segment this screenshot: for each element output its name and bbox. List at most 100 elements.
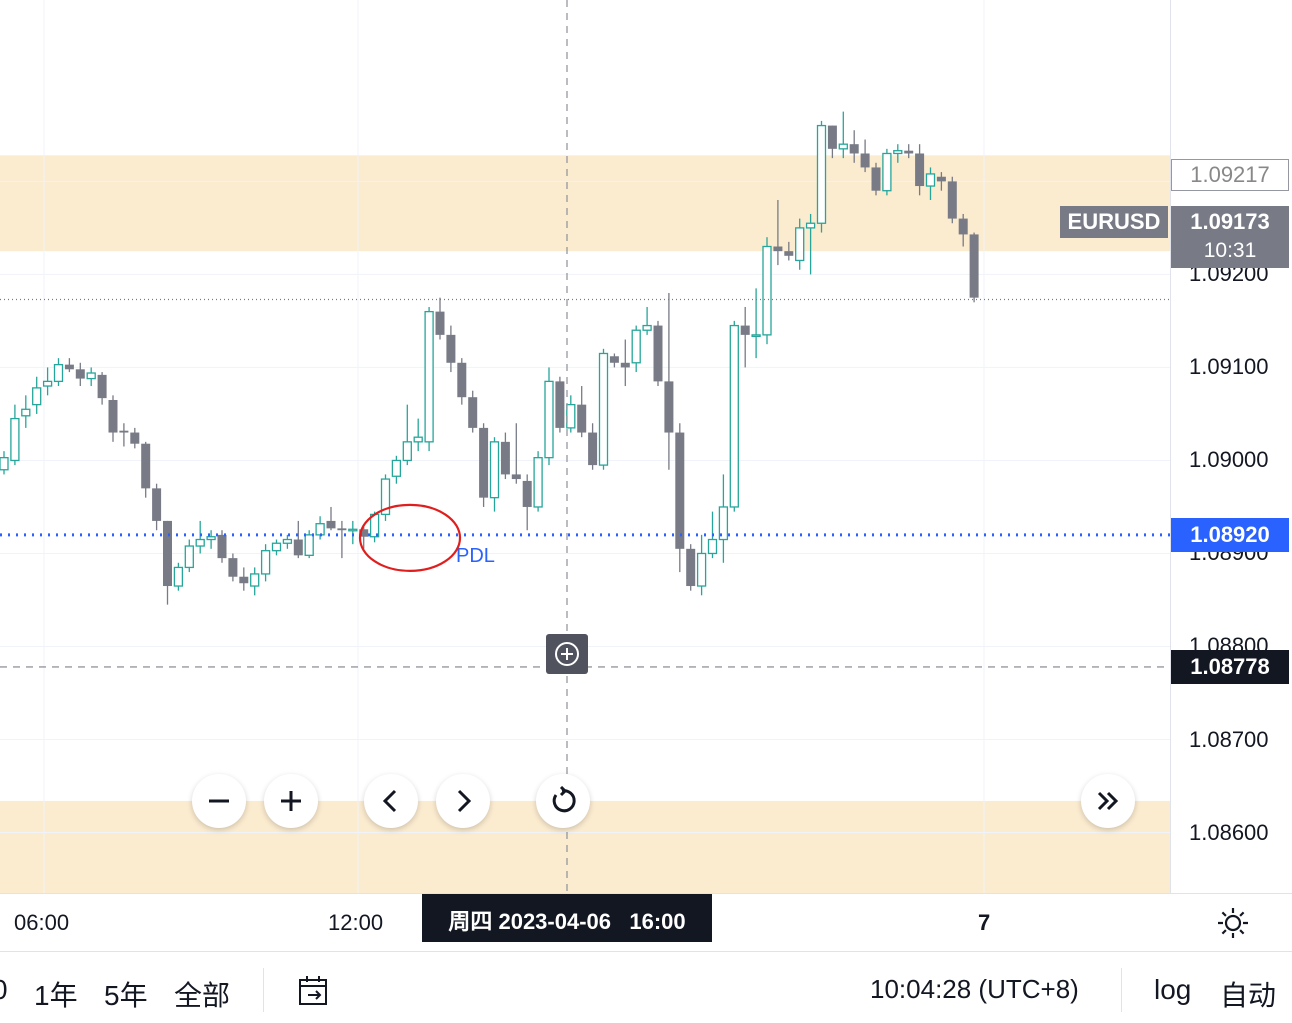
candle-body-up [642,324,652,331]
candle-body-down [664,381,674,433]
upper-price-tag: 1.09217 [1171,159,1289,191]
candle-body-down [337,528,347,531]
candle-body-up [0,457,9,471]
plus-icon [281,791,301,811]
reset-chart-button[interactable] [536,774,590,828]
bar-countdown: 10:31 [1203,239,1257,262]
candle-body-down [609,356,619,363]
time-axis[interactable]: 06:00 12:00 7 周四 2023-04-06 16:00 [0,893,1292,952]
price-tick-label: 1.09000 [1189,447,1269,473]
candle-body-up [413,436,423,443]
candle-body-up [304,534,314,556]
gear-icon [1218,908,1248,938]
candle-body-up [195,538,205,547]
candle-body-down [152,488,162,521]
divider [263,968,264,1012]
candle-body-up [566,403,576,429]
candle-body-down [141,443,151,489]
zoom-out-button[interactable] [192,774,246,828]
candle-body-down [555,381,565,428]
price-tick-label: 1.09200 [1189,261,1269,287]
annotation-circle [358,503,462,572]
candle-body-up [838,143,848,150]
log-scale-toggle[interactable]: log [1154,974,1192,1005]
candle-body-down [468,397,478,428]
chevron-left-icon [382,789,397,813]
reset-icon [552,786,576,813]
price-tick-label: 1.09100 [1189,354,1269,380]
candle-body-up [21,408,31,417]
crosshair-add-button[interactable] [546,634,588,674]
candle-body-down [947,181,957,219]
candle-body-down [675,432,685,549]
range-button-1y[interactable]: 1年 [34,980,78,1011]
time-tick-1200: 12:00 [328,910,384,935]
candle-body-down [827,125,837,149]
range-button-5y[interactable]: 5年 [104,980,148,1011]
candle-body-down [773,246,783,252]
candle-body-down [97,374,107,399]
candle-body-up [751,334,761,338]
candle-body-down [75,369,85,379]
pdl-price-tag: 1.08920 [1171,517,1289,552]
add-circle-icon [555,642,579,666]
candle-body-up [762,245,772,336]
pdl-label: PDL [456,545,495,567]
candle-body-up [380,478,391,516]
candle-body-down [293,539,303,556]
candle-body-up [925,173,936,187]
candle-body-up [391,459,402,477]
candle-body-up [282,538,293,544]
candle-body-down [871,167,881,191]
price-axis[interactable]: 1.093001.092001.091001.090001.089001.088… [1170,0,1292,893]
zoom-in-button[interactable] [264,774,318,828]
candle-body-up [315,523,325,536]
candle-body-down [915,153,925,187]
settings-button[interactable] [1216,906,1250,940]
candle-body-up [42,380,53,387]
candle-body-down [435,311,445,335]
candle-body-up [424,310,434,443]
candle-body-up [402,441,412,462]
clock-timezone[interactable]: 10:04:28 (UTC+8) [870,974,1079,1004]
time-tick-0600: 06:00 [14,910,70,935]
chart-pane[interactable]: PDL [0,0,1170,893]
candle-body-down [108,399,118,433]
candle-body-down [511,474,521,480]
candle-body-up [598,352,609,466]
auto-scale-toggle[interactable]: 自动 [1220,980,1277,1011]
candle-body-up [86,372,96,380]
candle-body-down [446,334,456,363]
candle-body-up [348,528,358,532]
crosshair-price-tag: 1.08778 [1171,649,1289,684]
candle-body-up [816,124,827,224]
candle-body-up [260,550,271,575]
price-tick-label: 1.08700 [1189,726,1269,752]
candle-body-up [882,152,892,192]
range-button-partial[interactable]: 0 [0,974,8,1006]
candle-body-up [893,150,903,155]
candle-body-down [359,529,369,537]
scroll-left-button[interactable] [364,774,418,828]
candle-body-up [173,566,184,587]
candle-body-up [32,387,42,406]
candle-body-down [130,432,140,444]
current-price-tag: 1.09173 10:31 [1171,206,1289,268]
candle-body-down [936,176,946,182]
candle-body-down [620,362,630,368]
candle-body-up [533,457,543,508]
supply-demand-zone [0,155,1170,252]
candle-body-up [250,573,260,587]
candle-body-down [686,548,696,587]
goto-date-button[interactable] [296,972,332,1008]
divider [1121,968,1122,1012]
time-tick-day-7: 7 [978,910,991,935]
scroll-right-button[interactable] [436,774,490,828]
candle-body-down [119,430,129,433]
scroll-to-realtime-button[interactable] [1081,774,1135,828]
range-button-all[interactable]: 全部 [174,980,231,1011]
candle-body-up [631,329,641,364]
candle-body-down [479,427,489,498]
candle-body-up [271,542,282,552]
candle-body-down [163,520,172,587]
